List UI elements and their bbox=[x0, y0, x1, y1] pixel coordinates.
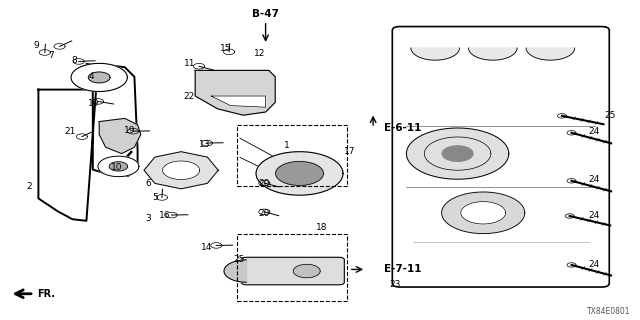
Text: 25: 25 bbox=[233, 255, 244, 264]
Polygon shape bbox=[468, 48, 517, 60]
Text: 14: 14 bbox=[201, 243, 212, 252]
Text: 25: 25 bbox=[604, 111, 616, 120]
Text: B-47: B-47 bbox=[252, 9, 279, 20]
Text: 16: 16 bbox=[159, 211, 171, 220]
Polygon shape bbox=[99, 118, 141, 154]
Polygon shape bbox=[211, 96, 266, 107]
Text: 24: 24 bbox=[588, 175, 600, 184]
Polygon shape bbox=[109, 162, 127, 171]
Polygon shape bbox=[406, 128, 509, 179]
Text: 21: 21 bbox=[65, 127, 76, 136]
Text: E-7-11: E-7-11 bbox=[384, 264, 422, 274]
Polygon shape bbox=[195, 70, 275, 115]
Text: 1: 1 bbox=[284, 141, 289, 150]
Polygon shape bbox=[276, 162, 323, 185]
Text: 19: 19 bbox=[124, 126, 136, 135]
Polygon shape bbox=[442, 192, 525, 234]
Text: 24: 24 bbox=[588, 211, 600, 220]
Text: 12: 12 bbox=[254, 49, 266, 58]
Text: 10: 10 bbox=[111, 163, 123, 172]
Text: 2: 2 bbox=[26, 182, 31, 191]
Text: FR.: FR. bbox=[37, 289, 55, 299]
Polygon shape bbox=[144, 152, 218, 189]
Polygon shape bbox=[411, 48, 460, 60]
Text: 22: 22 bbox=[184, 92, 195, 101]
Text: E-6-11: E-6-11 bbox=[384, 123, 421, 133]
Text: 6: 6 bbox=[146, 179, 151, 188]
Text: 8: 8 bbox=[72, 56, 77, 65]
Text: 11: 11 bbox=[184, 59, 195, 68]
Bar bbox=[237, 125, 347, 186]
Polygon shape bbox=[461, 202, 506, 224]
Text: 17: 17 bbox=[344, 147, 355, 156]
Text: 24: 24 bbox=[588, 127, 600, 136]
Polygon shape bbox=[71, 63, 127, 92]
Text: 24: 24 bbox=[588, 260, 600, 269]
Polygon shape bbox=[526, 48, 575, 60]
Text: 18: 18 bbox=[316, 223, 328, 232]
Polygon shape bbox=[256, 152, 343, 195]
Text: 23: 23 bbox=[390, 280, 401, 289]
Polygon shape bbox=[224, 260, 246, 282]
Text: 20: 20 bbox=[259, 179, 270, 188]
Text: 3: 3 bbox=[146, 214, 151, 223]
Text: 20: 20 bbox=[259, 209, 270, 218]
Text: 5: 5 bbox=[153, 193, 158, 202]
Polygon shape bbox=[88, 72, 110, 83]
Text: 15: 15 bbox=[220, 44, 232, 53]
Text: 4: 4 bbox=[89, 72, 94, 81]
Text: 19: 19 bbox=[88, 99, 99, 108]
FancyBboxPatch shape bbox=[392, 27, 609, 287]
Bar bbox=[237, 234, 347, 301]
Text: 9: 9 bbox=[33, 41, 38, 50]
Polygon shape bbox=[98, 156, 139, 177]
Text: 13: 13 bbox=[199, 140, 211, 149]
Polygon shape bbox=[293, 264, 320, 278]
Polygon shape bbox=[442, 146, 473, 161]
Text: 7: 7 bbox=[49, 51, 54, 60]
Polygon shape bbox=[163, 161, 200, 180]
Text: TX84E0801: TX84E0801 bbox=[587, 308, 630, 316]
FancyBboxPatch shape bbox=[241, 257, 344, 285]
